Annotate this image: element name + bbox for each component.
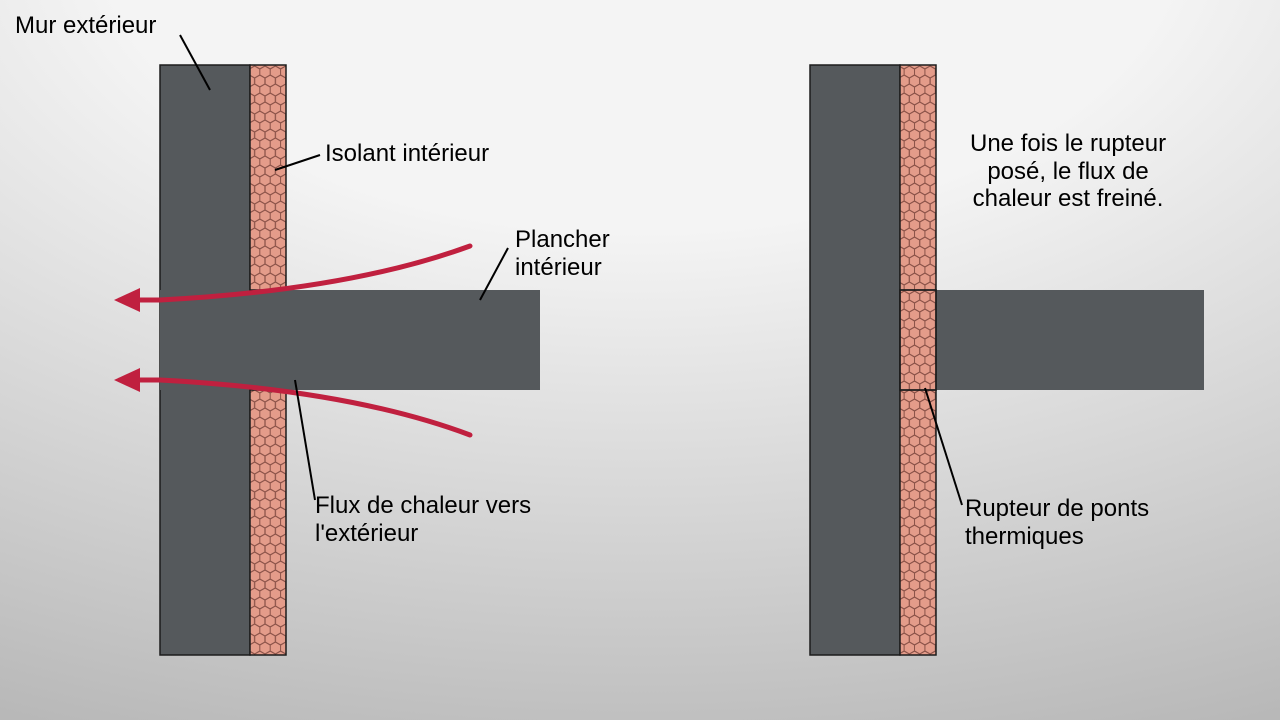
label-caption-right: Une fois le rupteur posé, le flux de cha… [970, 130, 1166, 213]
label-isolant-interieur: Isolant intérieur [325, 140, 489, 168]
label-mur-exterieur: Mur extérieur [15, 12, 156, 40]
diagram-svg [0, 0, 1280, 720]
label-flux-chaleur: Flux de chaleur vers l'extérieur [315, 492, 531, 547]
label-plancher-interieur: Plancher intérieur [515, 226, 610, 281]
label-rupteur: Rupteur de ponts thermiques [965, 495, 1149, 550]
